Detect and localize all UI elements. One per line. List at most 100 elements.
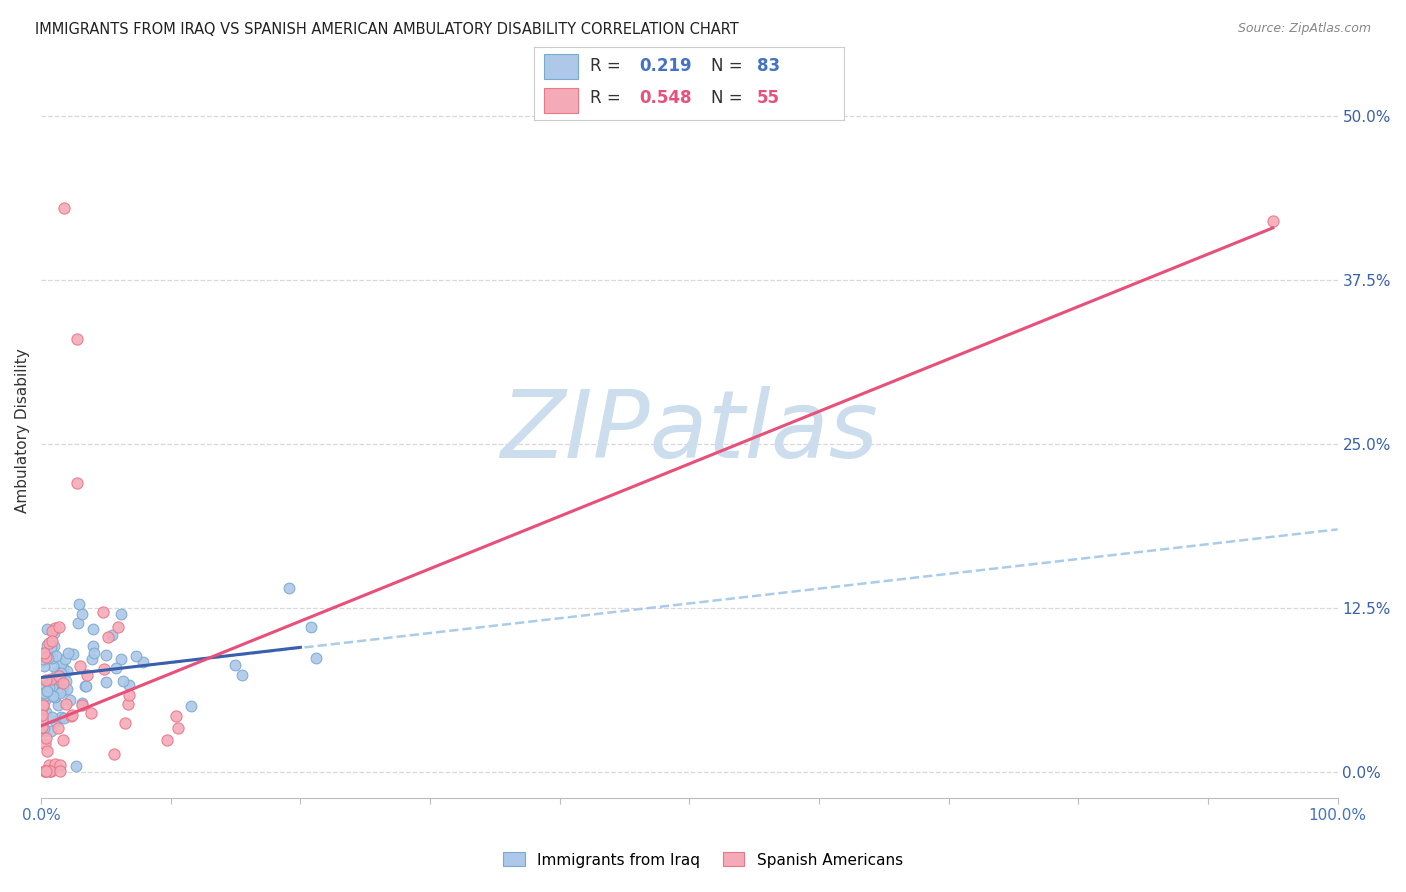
Point <box>41 624 63 638</box>
Point <box>35 638 58 652</box>
Point <box>111 673 134 688</box>
Point <box>1261 214 1284 228</box>
Text: 0.219: 0.219 <box>640 57 692 75</box>
Point <box>34 764 56 778</box>
Point <box>277 581 299 595</box>
Point <box>156 733 179 747</box>
FancyBboxPatch shape <box>544 87 578 113</box>
Point <box>34 764 56 778</box>
Point <box>52 661 75 675</box>
Point <box>49 657 72 672</box>
Point <box>31 712 53 726</box>
Point <box>41 633 63 648</box>
Text: 55: 55 <box>756 89 780 107</box>
Point <box>166 721 188 735</box>
Point <box>41 709 63 723</box>
Point <box>35 684 58 698</box>
Point <box>79 706 101 721</box>
Text: 0.548: 0.548 <box>640 89 692 107</box>
Point <box>305 650 328 665</box>
Point <box>93 662 115 676</box>
Point <box>49 683 72 698</box>
Point <box>35 650 58 665</box>
Legend: Immigrants from Iraq, Spanish Americans: Immigrants from Iraq, Spanish Americans <box>498 847 908 873</box>
Point <box>231 667 253 681</box>
Point <box>224 657 246 672</box>
Point <box>56 664 79 678</box>
Point <box>32 698 55 713</box>
Point <box>44 756 66 771</box>
Point <box>44 626 66 640</box>
Point <box>32 658 55 673</box>
Point <box>37 650 59 665</box>
Point <box>105 661 128 675</box>
Point <box>39 673 62 687</box>
Point <box>32 698 55 712</box>
Point <box>52 732 75 747</box>
Point <box>67 598 90 612</box>
FancyBboxPatch shape <box>544 54 578 79</box>
Point <box>82 640 104 654</box>
Point <box>52 711 75 725</box>
Point <box>125 649 148 664</box>
Point <box>39 764 62 778</box>
Point <box>93 605 115 619</box>
Text: R =: R = <box>591 89 626 107</box>
Point <box>42 659 65 673</box>
Point <box>46 665 69 679</box>
Point <box>39 674 62 689</box>
Point <box>31 720 53 734</box>
Point <box>46 698 69 712</box>
Text: Source: ZipAtlas.com: Source: ZipAtlas.com <box>1237 22 1371 36</box>
Point <box>34 679 56 693</box>
Point <box>34 721 56 735</box>
Text: ZIPatlas: ZIPatlas <box>501 385 879 476</box>
Point <box>62 647 84 661</box>
Point <box>32 723 55 738</box>
Point <box>107 620 129 634</box>
Point <box>55 674 77 689</box>
Point <box>100 627 122 641</box>
Point <box>32 646 55 660</box>
Point <box>56 681 79 696</box>
Point <box>66 332 89 346</box>
Point <box>48 620 70 634</box>
Point <box>32 652 55 666</box>
Point <box>82 622 104 636</box>
Point <box>34 693 56 707</box>
Point <box>117 697 139 711</box>
Point <box>38 764 60 778</box>
Point <box>38 757 60 772</box>
Point <box>34 764 56 778</box>
Point <box>180 699 202 714</box>
Point <box>41 651 63 665</box>
Point <box>65 759 87 773</box>
Point <box>59 693 82 707</box>
Point <box>44 639 66 653</box>
Point <box>31 708 53 723</box>
Point <box>38 636 60 650</box>
Point <box>44 621 66 635</box>
Point <box>31 646 53 660</box>
Point <box>34 737 56 751</box>
Point <box>32 690 55 704</box>
Point <box>118 688 141 702</box>
Point <box>60 709 83 723</box>
Point <box>70 698 93 712</box>
Point <box>53 201 76 215</box>
Text: N =: N = <box>710 89 748 107</box>
Point <box>31 687 53 701</box>
Point <box>35 622 58 636</box>
Point <box>83 646 105 660</box>
Point <box>72 696 94 710</box>
Point <box>32 680 55 694</box>
Point <box>299 619 322 633</box>
Point <box>110 651 132 665</box>
Point <box>51 683 73 698</box>
Y-axis label: Ambulatory Disability: Ambulatory Disability <box>15 349 30 514</box>
Point <box>96 675 118 690</box>
Point <box>35 705 58 719</box>
Point <box>39 764 62 778</box>
Point <box>76 668 98 682</box>
Point <box>103 747 125 761</box>
